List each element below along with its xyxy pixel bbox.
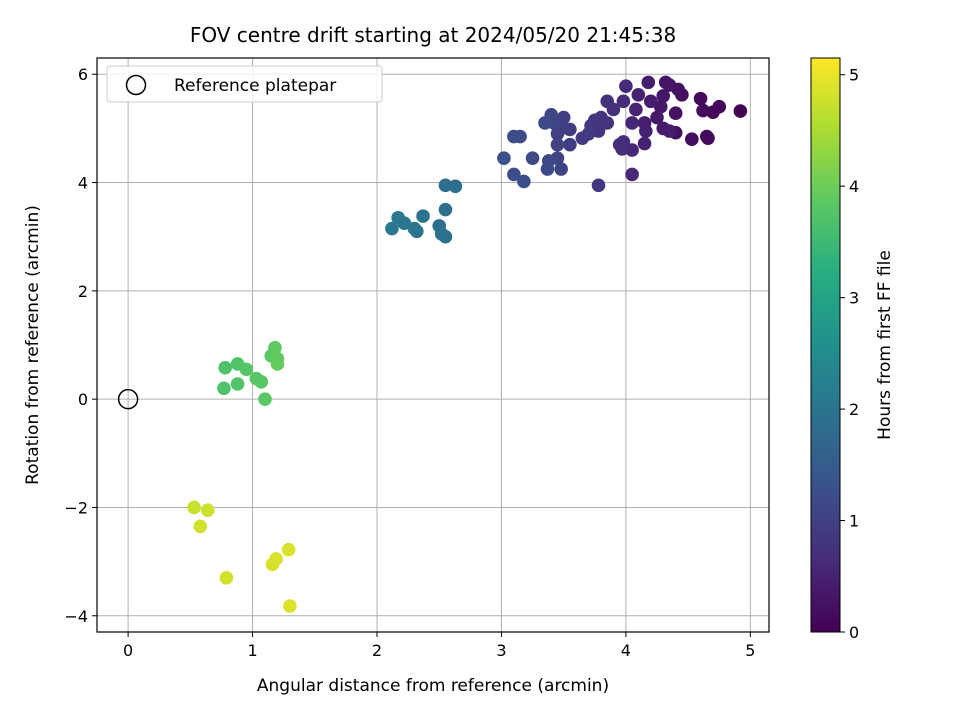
data-point <box>283 599 297 613</box>
data-point <box>701 131 715 145</box>
data-point <box>438 178 453 193</box>
data-point <box>407 221 422 236</box>
data-point <box>497 151 511 165</box>
data-point <box>619 79 633 93</box>
data-point <box>637 136 652 151</box>
data-point <box>733 104 748 118</box>
data-point <box>217 381 231 396</box>
colorbar-gradient <box>810 57 841 633</box>
data-point <box>668 106 683 121</box>
data-point <box>625 143 639 157</box>
data-point <box>540 162 555 176</box>
data-point <box>696 103 710 118</box>
data-point <box>391 210 405 225</box>
data-point <box>650 110 664 125</box>
data-point <box>218 360 232 375</box>
data-point <box>525 151 540 165</box>
data-point <box>187 500 201 515</box>
data-point <box>448 179 463 194</box>
data-point <box>270 357 285 371</box>
data-point <box>616 94 631 109</box>
plot-frame <box>96 57 770 633</box>
data-point <box>563 137 577 152</box>
y-tick-label: 2 <box>78 282 88 301</box>
y-tick-label: 0 <box>78 390 88 409</box>
data-point <box>693 91 708 106</box>
data-point <box>554 162 568 176</box>
grid-lines <box>97 58 769 632</box>
data-point <box>438 202 453 217</box>
x-tick-label: 3 <box>496 641 506 660</box>
data-point <box>631 88 646 102</box>
data-point <box>612 137 627 152</box>
x-tick-label: 0 <box>123 641 133 660</box>
reference-marker <box>117 388 139 410</box>
data-point <box>641 75 656 90</box>
colorbar-tick-label: 4 <box>849 177 859 196</box>
x-tick-label: 2 <box>372 641 382 660</box>
data-point <box>254 375 269 389</box>
data-point <box>385 221 399 236</box>
data-point <box>538 116 552 130</box>
x-axis-label: Angular distance from reference (arcmin) <box>257 676 609 696</box>
data-point <box>653 99 668 114</box>
colorbar-tick-label: 3 <box>849 289 859 308</box>
data-point <box>517 174 531 189</box>
y-tick-label: 4 <box>78 174 88 193</box>
y-tick-label: −2 <box>64 498 88 517</box>
legend-marker <box>125 74 147 96</box>
colorbar-tick-label: 0 <box>849 623 859 642</box>
data-point <box>239 362 254 377</box>
data-point <box>268 340 282 355</box>
data-point <box>507 129 521 144</box>
data-point <box>416 209 430 223</box>
y-tick-label: 6 <box>78 65 88 84</box>
data-point <box>556 110 571 125</box>
data-point <box>656 89 671 103</box>
data-point <box>658 75 673 90</box>
data-point <box>550 127 565 141</box>
data-point <box>629 102 643 117</box>
data-point <box>600 94 615 109</box>
data-point <box>550 137 565 152</box>
legend-entry-reference: Reference platepar <box>174 76 336 96</box>
data-point <box>200 503 215 517</box>
colorbar-tick-label: 5 <box>849 66 859 85</box>
data-point <box>662 124 677 138</box>
data-point <box>685 132 699 147</box>
data-point <box>643 94 658 109</box>
x-tick-label: 1 <box>247 641 257 660</box>
legend: Reference platepar <box>106 65 383 103</box>
data-point <box>625 167 639 182</box>
y-axis-ticks: −4 −2 0 2 4 6 <box>64 65 97 626</box>
x-axis-ticks: 0 1 2 3 4 5 <box>123 632 755 660</box>
data-point <box>639 124 653 138</box>
data-point <box>269 552 284 566</box>
colorbar-label: Hours from first FF file <box>875 250 895 440</box>
legend-box <box>106 65 383 103</box>
data-point <box>281 542 296 557</box>
data-point <box>258 392 272 406</box>
data-point <box>230 377 245 391</box>
colorbar: 0 1 2 3 4 5 Hours from first FF file <box>810 57 895 642</box>
x-tick-label: 4 <box>621 641 631 660</box>
data-points <box>187 75 748 613</box>
data-point <box>591 178 606 193</box>
data-point <box>507 167 521 182</box>
y-tick-label: −4 <box>64 607 88 626</box>
x-tick-label: 5 <box>745 641 755 660</box>
data-point <box>625 116 639 130</box>
data-point <box>219 571 234 585</box>
data-point <box>193 519 208 534</box>
data-point <box>438 229 453 244</box>
chart-title: FOV centre drift starting at 2024/05/20 … <box>190 23 676 47</box>
colorbar-ticks: 0 1 2 3 4 5 <box>840 66 859 642</box>
data-point <box>575 131 590 145</box>
y-axis-label: Rotation from reference (arcmin) <box>23 205 43 485</box>
colorbar-tick-label: 1 <box>849 512 859 531</box>
colorbar-tick-label: 2 <box>849 400 859 419</box>
